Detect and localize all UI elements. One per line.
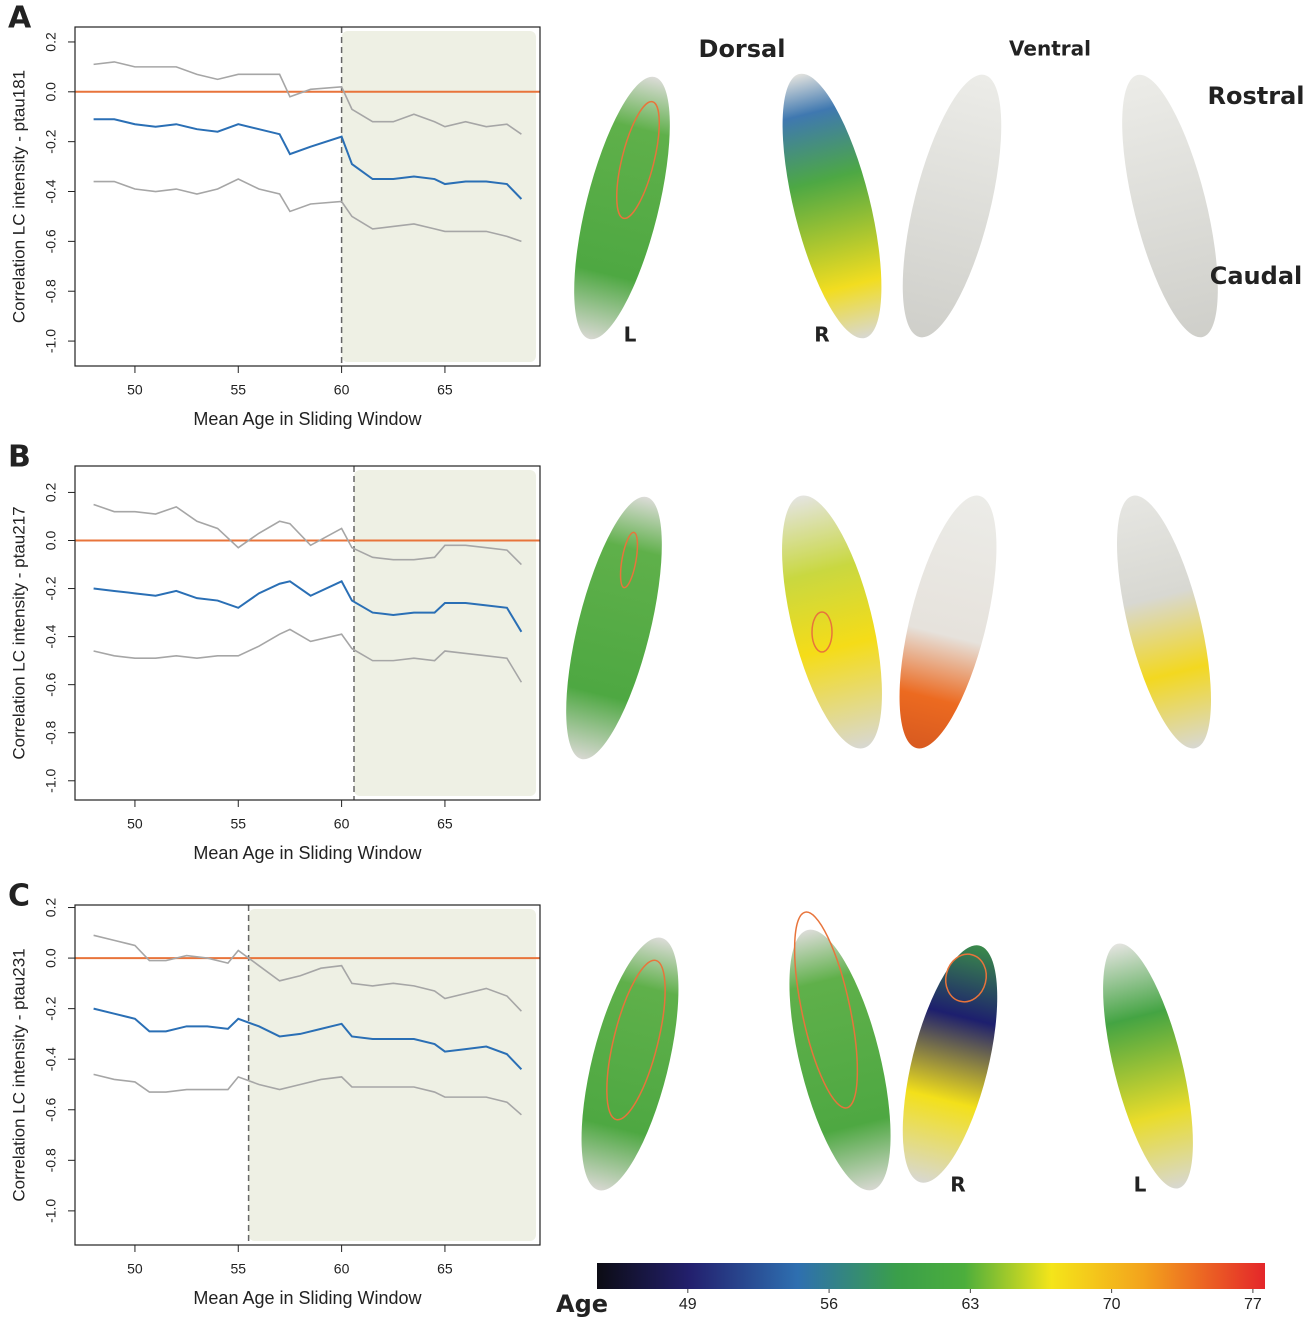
- lc-render: [769, 920, 911, 1199]
- x-tick-label: 55: [230, 382, 246, 398]
- x-axis-label: Mean Age in Sliding Window: [193, 1288, 422, 1308]
- x-axis-label: Mean Age in Sliding Window: [193, 843, 422, 863]
- colorbar-label: Age: [556, 1290, 608, 1317]
- colorbar-tick-label: 77: [1244, 1296, 1262, 1313]
- y-tick-label: -0.2: [43, 576, 59, 600]
- figure: Dorsal Ventral Rostral Caudal L R R L Ag…: [0, 0, 1314, 1317]
- y-tick-label: -0.6: [43, 672, 59, 696]
- y-tick-label: 0.0: [43, 82, 59, 102]
- y-tick-label: -0.6: [43, 1097, 59, 1121]
- y-tick-label: -0.4: [43, 624, 59, 648]
- x-tick-label: 50: [127, 1261, 143, 1277]
- panel-letter: A: [8, 1, 32, 36]
- renderings: Dorsal Ventral Rostral Caudal L R R L Ag…: [546, 35, 1304, 1317]
- y-tick-label: -0.2: [43, 996, 59, 1020]
- lc-render: [546, 488, 681, 767]
- y-tick-label: 0.0: [43, 531, 59, 551]
- y-axis-label: Correlation LC intensity - ptau217: [9, 506, 28, 759]
- lc-render: [762, 65, 902, 347]
- x-tick-label: 65: [437, 382, 453, 398]
- lc-render: [882, 66, 1021, 346]
- lc-render: [884, 936, 1017, 1191]
- lc-render: [1098, 487, 1231, 757]
- y-tick-label: 0.2: [43, 898, 59, 918]
- y-tick-label: -0.4: [43, 1047, 59, 1071]
- shaded-region: [354, 470, 536, 796]
- x-tick-label: 50: [127, 816, 143, 832]
- lc-render: [880, 487, 1017, 758]
- y-tick-label: 0.0: [43, 948, 59, 968]
- colorbar-tick-label: 56: [820, 1296, 838, 1313]
- orientation-label: Caudal: [1210, 262, 1303, 290]
- side-label: R: [950, 1173, 965, 1197]
- y-tick-label: -1.0: [43, 1199, 59, 1223]
- y-tick-label: -0.2: [43, 129, 59, 153]
- side-label: R: [814, 323, 829, 347]
- lc-render: [1085, 936, 1212, 1197]
- view-label: Ventral: [1009, 37, 1091, 61]
- x-axis-label: Mean Age in Sliding Window: [193, 409, 422, 429]
- panel-letter: C: [8, 879, 30, 914]
- colorbar-tick-label: 70: [1103, 1296, 1121, 1313]
- lc-render: [762, 486, 903, 758]
- y-axis-label: Correlation LC intensity - ptau231: [9, 948, 28, 1201]
- x-tick-label: 55: [230, 816, 246, 832]
- x-tick-label: 55: [230, 1261, 246, 1277]
- y-tick-label: -0.4: [43, 179, 59, 203]
- side-label: L: [624, 323, 637, 347]
- colorbar-tick-label: 63: [961, 1296, 979, 1313]
- y-axis-label: Correlation LC intensity - ptau181: [9, 70, 28, 323]
- y-tick-label: -0.8: [43, 279, 59, 303]
- x-tick-label: 60: [334, 1261, 350, 1277]
- y-tick-label: -0.8: [43, 720, 59, 744]
- y-tick-label: -1.0: [43, 769, 59, 793]
- x-tick-label: 65: [437, 1261, 453, 1277]
- y-tick-label: 0.2: [43, 482, 59, 502]
- colorbar: [597, 1263, 1265, 1289]
- x-tick-label: 50: [127, 382, 143, 398]
- shaded-region: [342, 31, 536, 362]
- lc-render: [554, 68, 689, 347]
- view-label: Dorsal: [699, 35, 786, 63]
- orientation-label: Rostral: [1208, 82, 1305, 110]
- panel-letter: B: [8, 440, 31, 475]
- side-label: L: [1134, 1173, 1147, 1197]
- y-tick-label: 0.2: [43, 32, 59, 52]
- y-tick-label: -1.0: [43, 329, 59, 353]
- y-tick-label: -0.6: [43, 229, 59, 253]
- y-tick-label: -0.8: [43, 1148, 59, 1172]
- colorbar-tick-label: 49: [679, 1296, 697, 1313]
- x-tick-label: 65: [437, 816, 453, 832]
- lc-render: [562, 929, 699, 1200]
- x-tick-label: 60: [334, 816, 350, 832]
- x-tick-label: 60: [334, 382, 350, 398]
